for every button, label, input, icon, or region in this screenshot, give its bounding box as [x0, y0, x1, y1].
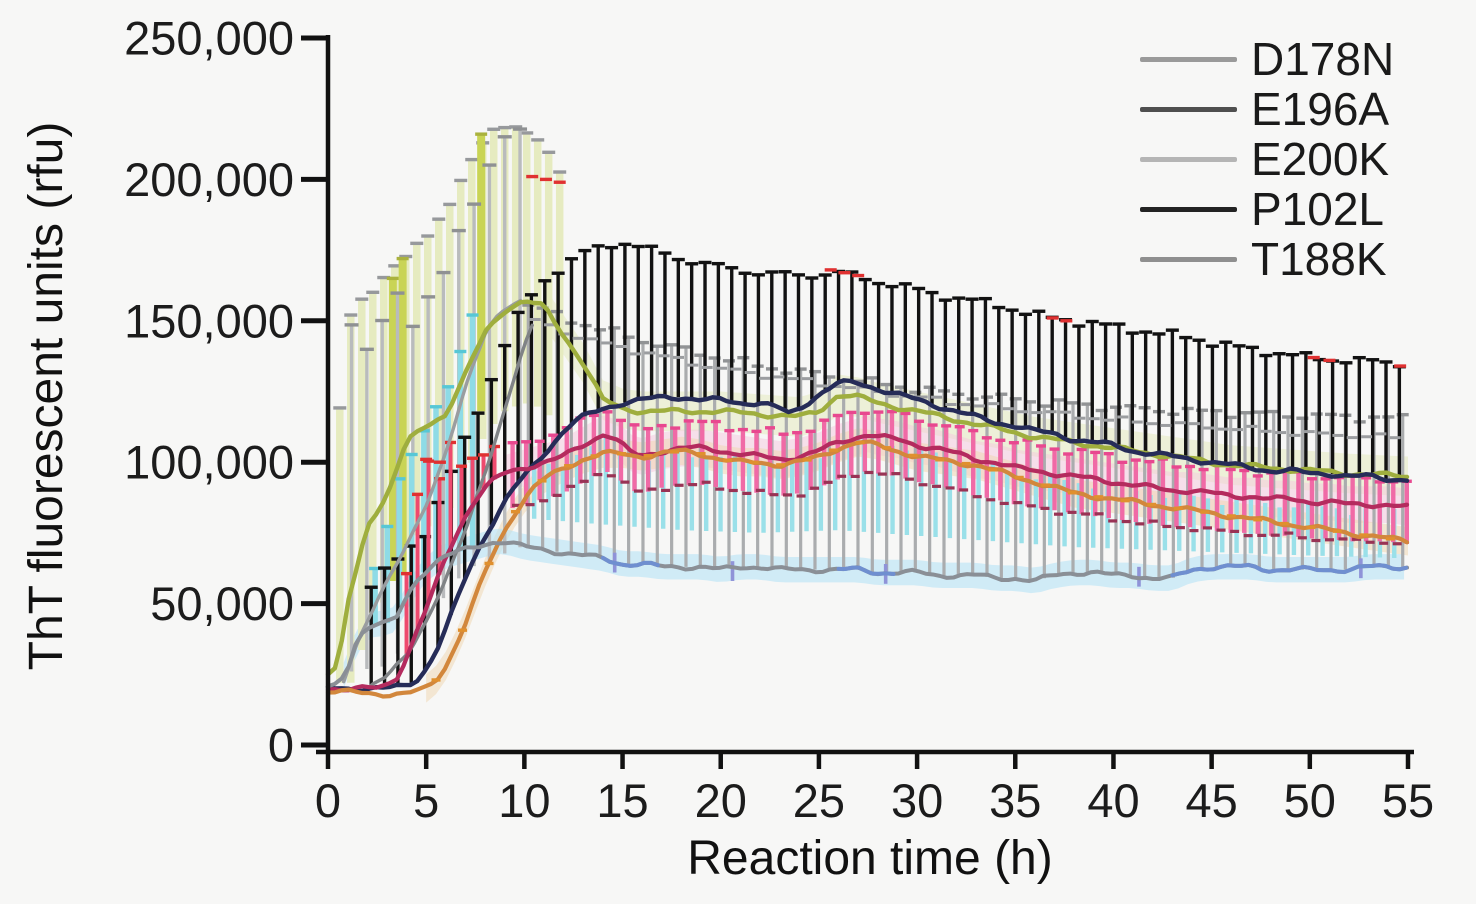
x-tick-label: 15 [596, 774, 648, 827]
legend-swatch-d178n [1140, 56, 1237, 62]
legend-label: E200K [1251, 133, 1390, 185]
overlay-T188K [600, 555, 660, 568]
legend-swatch-t188k [1140, 256, 1237, 262]
x-tick-label: 20 [695, 774, 747, 827]
overlay-T188K [1170, 562, 1409, 578]
y-tick-label: 250,000 [124, 11, 294, 64]
x-tick-label: 0 [315, 774, 341, 827]
series-line-E196A [325, 432, 1410, 693]
x-tick-label: 40 [1087, 774, 1139, 827]
x-tick-label: 35 [989, 774, 1041, 827]
overlay-T188K [836, 565, 896, 576]
legend-label: E196A [1251, 83, 1390, 135]
x-tick-label: 25 [793, 774, 845, 827]
y-axis-title: ThT fluorescent units (rfu) [20, 122, 73, 671]
legend: D178N E196A E200K P102L T188K [1140, 34, 1394, 284]
y-tick-label: 50,000 [150, 577, 294, 630]
legend-item-e200k: E200K [1140, 134, 1394, 184]
series-line-D178N [325, 439, 1410, 699]
x-tick-label: 45 [1185, 774, 1237, 827]
y-tick-label: 150,000 [124, 294, 294, 347]
y-tick-label: 0 [268, 718, 294, 771]
gray-riser-2 [365, 323, 534, 691]
legend-swatch-e196a [1140, 106, 1237, 112]
legend-swatch-p102l [1140, 206, 1237, 212]
legend-label: D178N [1251, 33, 1395, 85]
y-tick-label: 200,000 [124, 153, 294, 206]
legend-item-t188k: T188K [1140, 234, 1394, 284]
legend-label: T188K [1251, 233, 1387, 285]
legend-item-d178n: D178N [1140, 34, 1394, 84]
legend-swatch-e200k [1140, 156, 1237, 162]
x-tick-label: 55 [1382, 774, 1434, 827]
legend-item-e196a: E196A [1140, 84, 1394, 134]
series-line-P102L [325, 378, 1410, 694]
x-tick-label: 50 [1284, 774, 1336, 827]
y-tick-label: 100,000 [124, 436, 294, 489]
x-axis-title: Reaction time (h) [687, 832, 1052, 885]
x-tick-label: 5 [413, 774, 439, 827]
legend-item-p102l: P102L [1140, 184, 1394, 234]
error-band-E200K [544, 286, 1408, 497]
x-tick-label: 30 [891, 774, 943, 827]
x-tick-label: 10 [498, 774, 550, 827]
legend-label: P102L [1251, 183, 1385, 235]
